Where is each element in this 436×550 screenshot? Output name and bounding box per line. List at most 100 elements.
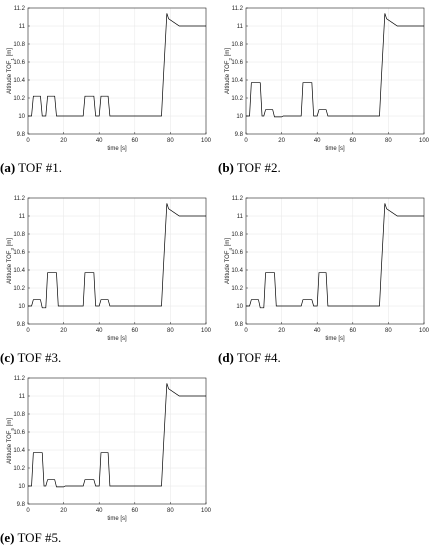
x-tick-label: 80 xyxy=(385,328,392,334)
chart-svg: 0 20 40 60 80 100 9.8 10 10.2 10.4 10.6 10.8 11 11.2 t… xyxy=(225,196,430,342)
y-tick-label: 9.8 xyxy=(235,132,244,138)
chart-panel-b: 0 20 40 60 80 100 9.8 10 10.2 10.4 10.6 10.8 11 11.2 t… xyxy=(218,0,430,180)
x-tick-label: 40 xyxy=(96,138,103,144)
x-tick-label: 60 xyxy=(349,138,356,144)
x-tick-label: 100 xyxy=(201,508,212,514)
y-tick-label: 10.2 xyxy=(231,96,243,102)
x-axis-label: time [s] xyxy=(325,146,345,152)
x-tick-label: 100 xyxy=(201,328,212,334)
y-tick-label: 9.8 xyxy=(17,502,26,508)
panel-caption: (b) TOF #2. xyxy=(218,160,281,176)
caption-letter: (e) xyxy=(0,530,15,545)
y-tick-label: 10.2 xyxy=(13,286,25,292)
x-tick-label: 80 xyxy=(167,328,174,334)
panel-caption: (a) TOF #1. xyxy=(0,160,62,176)
y-tick-label: 10.8 xyxy=(13,232,25,238)
x-tick-label: 0 xyxy=(26,328,30,334)
x-tick-label: 20 xyxy=(278,138,285,144)
y-tick-label: 10 xyxy=(18,304,25,310)
y-tick-label: 10.4 xyxy=(13,268,25,274)
y-tick-label: 10.6 xyxy=(231,250,243,256)
x-tick-label: 80 xyxy=(167,138,174,144)
y-tick-label: 10 xyxy=(236,114,243,120)
y-tick-label: 10.2 xyxy=(231,286,243,292)
caption-letter: (c) xyxy=(0,350,15,365)
y-tick-label: 11 xyxy=(237,24,244,30)
y-axis-label: Altitude TOF4 [m] xyxy=(225,238,233,284)
plot-frame xyxy=(245,7,425,135)
panel-caption: (c) TOF #3. xyxy=(0,350,61,366)
y-tick-label: 11 xyxy=(19,24,26,30)
y-tick-label: 10.4 xyxy=(231,78,243,84)
series-line-0 xyxy=(246,13,424,118)
y-tick-label: 10.6 xyxy=(13,250,25,256)
chart-svg: 0 20 40 60 80 100 9.8 10 10.2 10.4 10.6 10.8 11 11.2 t… xyxy=(7,196,212,342)
y-tick-label: 10.4 xyxy=(13,448,25,454)
x-tick-label: 40 xyxy=(96,328,103,334)
panel-caption: (d) TOF #4. xyxy=(218,350,281,366)
y-tick-label: 11.2 xyxy=(232,6,244,12)
chart-svg: 0 20 40 60 80 100 9.8 10 10.2 10.4 10.6 10.8 11 11.2 t… xyxy=(225,6,430,152)
y-tick-label: 11.2 xyxy=(14,6,26,12)
y-axis-label: Altitude TOF2 [m] xyxy=(225,48,233,94)
y-tick-label: 9.8 xyxy=(17,132,26,138)
plot-frame xyxy=(27,197,207,325)
x-tick-label: 0 xyxy=(244,328,248,334)
caption-text: TOF #2. xyxy=(233,160,281,175)
y-tick-label: 10 xyxy=(18,114,25,120)
y-tick-label: 10.6 xyxy=(13,60,25,66)
x-tick-label: 80 xyxy=(385,138,392,144)
x-tick-label: 0 xyxy=(244,138,248,144)
series-line-0 xyxy=(246,203,424,309)
y-tick-label: 10 xyxy=(236,304,243,310)
x-tick-label: 60 xyxy=(131,508,138,514)
caption-letter: (d) xyxy=(218,350,234,365)
plot-frame xyxy=(27,377,207,505)
chart-svg: 0 20 40 60 80 100 9.8 10 10.2 10.4 10.6 10.8 11 11.2 t… xyxy=(7,376,212,522)
y-axis-label: Altitude TOF5 [m] xyxy=(7,418,15,464)
x-tick-label: 20 xyxy=(60,508,67,514)
panel-caption: (e) TOF #5. xyxy=(0,530,61,546)
x-tick-label: 100 xyxy=(419,328,430,334)
y-tick-label: 11 xyxy=(19,394,26,400)
x-tick-label: 40 xyxy=(314,138,321,144)
y-tick-label: 10.2 xyxy=(13,466,25,472)
y-tick-label: 10.8 xyxy=(13,412,25,418)
y-tick-label: 10.8 xyxy=(13,42,25,48)
caption-text: TOF #4. xyxy=(233,350,281,365)
y-tick-label: 10.8 xyxy=(231,232,243,238)
series-line-0 xyxy=(28,203,206,309)
y-tick-label: 10.6 xyxy=(13,430,25,436)
plot-frame xyxy=(27,7,207,135)
y-axis-label: Altitude TOF1 [m] xyxy=(7,48,15,94)
y-tick-label: 10.4 xyxy=(231,268,243,274)
series-line-0 xyxy=(28,383,206,488)
y-tick-label: 10.4 xyxy=(13,78,25,84)
y-tick-label: 10 xyxy=(18,484,25,490)
x-tick-label: 0 xyxy=(26,138,30,144)
x-tick-label: 40 xyxy=(314,328,321,334)
chart-panel-d: 0 20 40 60 80 100 9.8 10 10.2 10.4 10.6 10.8 11 11.2 t… xyxy=(218,190,430,370)
x-tick-label: 80 xyxy=(167,508,174,514)
x-tick-label: 20 xyxy=(278,328,285,334)
x-axis-label: time [s] xyxy=(325,336,345,342)
y-tick-label: 11.2 xyxy=(14,376,26,382)
x-tick-label: 40 xyxy=(96,508,103,514)
x-axis-label: time [s] xyxy=(107,146,127,152)
chart-svg: 0 20 40 60 80 100 9.8 10 10.2 10.4 10.6 10.8 11 11.2 t… xyxy=(7,6,212,152)
plot-frame xyxy=(245,197,425,325)
x-tick-label: 100 xyxy=(201,138,212,144)
caption-text: TOF #1. xyxy=(15,160,63,175)
x-axis-label: time [s] xyxy=(107,516,127,522)
x-tick-label: 60 xyxy=(131,138,138,144)
caption-letter: (b) xyxy=(218,160,234,175)
y-tick-label: 10.8 xyxy=(231,42,243,48)
y-tick-label: 10.2 xyxy=(13,96,25,102)
x-axis-label: time [s] xyxy=(107,336,127,342)
y-tick-label: 10.6 xyxy=(231,60,243,66)
y-tick-label: 11 xyxy=(19,214,26,220)
y-axis-label: Altitude TOF3 [m] xyxy=(7,238,15,284)
y-tick-label: 11 xyxy=(237,214,244,220)
caption-text: TOF #3. xyxy=(14,350,62,365)
y-tick-label: 11.2 xyxy=(232,196,244,202)
